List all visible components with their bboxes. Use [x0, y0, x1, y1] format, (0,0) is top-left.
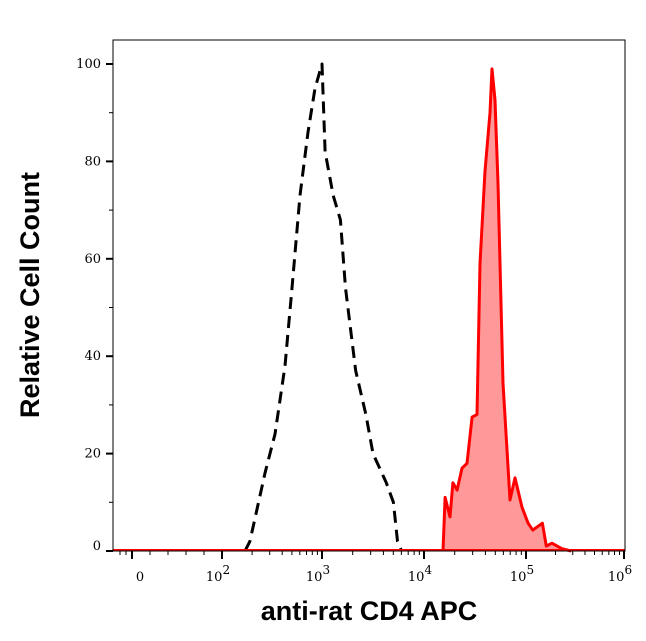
plot-marks — [113, 62, 625, 553]
y-tick-label: 80 — [84, 154, 101, 169]
y-tick-label: 20 — [84, 447, 101, 462]
x-tick-label: 104 — [408, 563, 433, 585]
y-axis: 0 20 40 60 80 100 — [76, 57, 113, 554]
plot-frame — [112, 39, 626, 552]
series-1-line — [441, 67, 572, 553]
x-axis-title: anti-rat CD4 APC — [261, 596, 478, 626]
series-0-line — [243, 62, 403, 552]
y-tick-label: 40 — [84, 349, 101, 364]
y-tick-label: 0 — [93, 539, 101, 554]
x-tick-label: 102 — [206, 563, 230, 585]
y-tick-label: 100 — [76, 57, 101, 72]
x-tick-label: 105 — [510, 563, 534, 585]
x-axis: 0 102 103 104 105 106 — [119, 551, 632, 585]
y-tick-label: 60 — [84, 252, 101, 267]
y-axis-title: Relative Cell Count — [15, 172, 45, 418]
x-tick-label: 106 — [608, 563, 632, 585]
x-tick-label: 103 — [306, 563, 330, 585]
x-tick-label: 0 — [136, 570, 144, 585]
series-1-fill — [442, 68, 572, 552]
